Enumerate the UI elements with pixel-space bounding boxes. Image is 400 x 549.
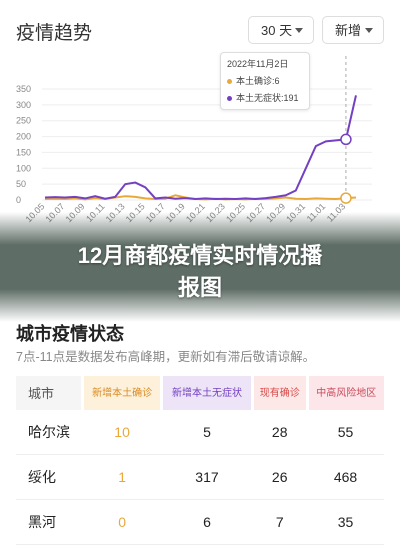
table-cell: 哈尔滨: [16, 410, 83, 455]
table-row: 绥化 1 317 26 468: [16, 454, 384, 500]
hover-point: [340, 133, 352, 146]
tooltip: 2022年11月2日 本土确诊6 本土无症状191: [220, 52, 310, 110]
table-cell: 468: [307, 454, 384, 500]
legend-label: 本土确诊: [236, 76, 275, 86]
table-cell: 0: [82, 499, 162, 545]
section-title: 城市疫情状态: [16, 324, 124, 344]
table-cell: 5: [161, 410, 253, 455]
section-note: 7点-11点是数据发布高峰期，更新如有滞后敬请谅解。: [16, 350, 316, 364]
table-cell: 55: [307, 410, 384, 455]
legend-label: 本土无症状: [236, 93, 284, 103]
table-cell: 绥化: [16, 454, 83, 500]
table-cell: 10: [82, 410, 162, 455]
header-title: 疫情趋势: [16, 23, 93, 44]
y-tick-label: 50: [16, 179, 26, 189]
table-row: 哈尔滨 10 5 28 55: [16, 410, 384, 455]
range-dropdown[interactable]: 30 天: [248, 16, 314, 44]
y-tick-label: 0: [16, 195, 21, 205]
table-cell: 35: [307, 499, 384, 545]
tooltip-value: 6: [274, 76, 280, 86]
banner: [0, 212, 400, 322]
banner-title: 12月商都疫情实时情况播报图: [77, 243, 323, 300]
y-tick-label: 200: [16, 132, 31, 142]
line: [44, 95, 357, 201]
table-cell: 317: [161, 454, 253, 500]
column-header: 中高风险地区: [305, 376, 384, 410]
column-header: 现有确诊: [250, 376, 307, 410]
tooltip-date: 2022年11月2日: [227, 59, 289, 69]
table-cell: 1: [82, 454, 162, 500]
table-row: 黑河 0 6 7 35: [16, 499, 384, 545]
chart: 05010015020025030035010.0510.0710.0910.1…: [16, 56, 372, 224]
table-cell: 6: [161, 499, 253, 545]
y-tick-label: 100: [16, 163, 31, 173]
y-tick-label: 350: [16, 84, 31, 94]
status-table: 城市 新增本土确诊 新增本土无症状 现有确诊 中高风险地区 哈尔滨 10 5 28 55 绥化 1 31…: [16, 376, 384, 545]
table-cell: 黑河: [16, 499, 83, 545]
hover-point: [340, 192, 352, 204]
y-tick-label: 300: [16, 100, 31, 110]
mode-dropdown[interactable]: 新增: [322, 16, 384, 44]
tooltip-value: 191: [283, 93, 299, 103]
table-cell: 26: [252, 454, 307, 500]
column-header: 城市: [16, 376, 83, 410]
column-header: 新增本土无症状: [160, 376, 253, 410]
column-header: 新增本土确诊: [81, 376, 162, 410]
table-cell: 7: [252, 499, 307, 545]
table-cell: 28: [252, 410, 307, 455]
y-tick-label: 150: [16, 147, 31, 157]
y-tick-label: 250: [16, 116, 31, 126]
